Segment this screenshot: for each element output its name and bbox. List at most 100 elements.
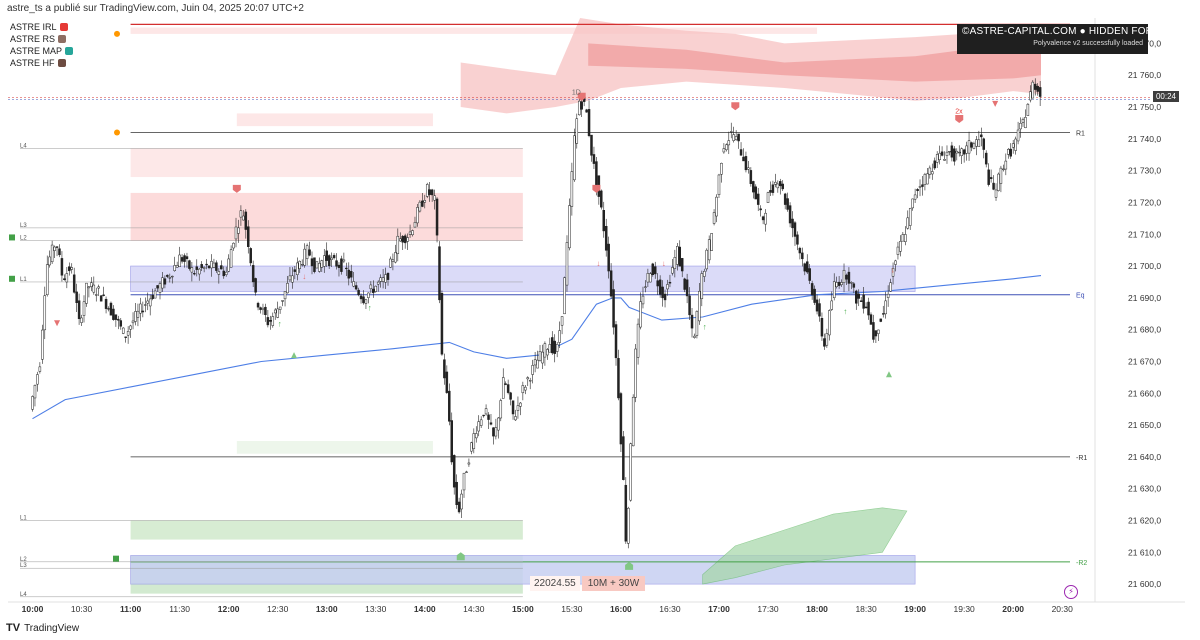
candle-body: [815, 299, 819, 312]
candle-body: [624, 484, 628, 542]
candle-body: [835, 282, 838, 287]
candle-body: [977, 139, 981, 147]
candle-body: [725, 144, 728, 151]
candle-body: [345, 267, 348, 270]
candle-body: [1031, 81, 1035, 99]
candle-body: [114, 314, 118, 320]
x-tick-label: 19:00: [904, 604, 926, 614]
flash-icon[interactable]: ⚡: [1064, 585, 1078, 599]
candle-body: [254, 278, 257, 293]
candle-body: [921, 184, 924, 187]
supply-zone-thin: [236, 113, 433, 127]
candle-body: [514, 416, 517, 421]
candle-body: [913, 194, 917, 200]
candle-body: [1014, 138, 1017, 151]
candle-body: [185, 256, 189, 260]
candle-body: [707, 239, 711, 261]
candle-body: [634, 348, 637, 398]
candle-body: [408, 231, 412, 235]
candle-body: [881, 313, 885, 315]
fire-icon: [114, 30, 120, 37]
candle-body: [710, 233, 713, 251]
sell-marker: [577, 92, 586, 101]
indicator-label: ASTRE IRL: [10, 22, 57, 32]
candle-body: [264, 306, 267, 316]
candle-body: [823, 338, 826, 347]
candle-body: [484, 408, 488, 415]
candle-body: [141, 310, 145, 313]
signal-arrow: ↑: [843, 307, 847, 316]
candle-body: [752, 181, 755, 193]
candle-body: [531, 365, 534, 375]
candle-body: [337, 264, 341, 268]
candle-body: [622, 436, 625, 480]
candle-body: [607, 243, 610, 272]
candle-body: [798, 247, 802, 254]
candle-body: [87, 286, 91, 289]
y-tick-label: 21 720,0: [1128, 197, 1161, 207]
tradingview-logo[interactable]: TV TradingView: [6, 622, 79, 634]
indicator-1[interactable]: ASTRE RS: [10, 33, 73, 45]
candle-body: [825, 333, 829, 346]
candle-body: [585, 109, 588, 113]
supply-zone-upper: [130, 148, 523, 178]
candle-body: [661, 286, 664, 299]
candle-body: [148, 298, 152, 307]
candle-body: [779, 181, 782, 187]
buy-marker: [456, 552, 465, 561]
candle-body: [1024, 117, 1027, 129]
x-tick-label: 18:00: [806, 604, 828, 614]
left-level-label: L3: [20, 563, 27, 569]
candle-body: [541, 351, 544, 364]
candle-body: [872, 322, 875, 340]
info-box: 22024.55 10M + 30W: [530, 576, 646, 591]
candle-body: [747, 167, 750, 170]
candle-body: [501, 377, 505, 399]
candle-body: [188, 260, 191, 269]
y-tick-label: 21 610,0: [1128, 547, 1161, 557]
candle-body: [906, 217, 910, 229]
vwap-line: [32, 275, 1042, 420]
plot-area: [8, 18, 1090, 600]
candle-body: [55, 246, 59, 248]
x-tick-label: 15:00: [512, 604, 534, 614]
candle-body: [1038, 87, 1042, 97]
candle-body: [460, 493, 463, 510]
indicator-label: ASTRE RS: [10, 34, 56, 44]
candle-body: [511, 400, 515, 415]
indicator-2[interactable]: ASTRE MAP: [10, 45, 74, 57]
candle-body: [845, 274, 848, 280]
x-tick-label: 13:30: [365, 604, 387, 614]
x-tick-label: 16:00: [610, 604, 632, 614]
candle-body: [457, 501, 461, 513]
candle-body: [737, 133, 740, 142]
candle-body: [70, 267, 73, 270]
candle-body: [722, 148, 726, 153]
indicator-3[interactable]: ASTRE HF: [10, 57, 73, 69]
x-tick-label: 12:00: [218, 604, 240, 614]
y-tick-label: 21 620,0: [1128, 515, 1161, 525]
candle-body: [494, 427, 498, 437]
buy-marker: [625, 561, 634, 570]
candle-body: [244, 211, 248, 230]
supply-band-top: [130, 27, 818, 34]
day-label: 1D: [572, 89, 581, 96]
indicator-0[interactable]: ASTRE IRL: [10, 21, 73, 33]
signal-arrow: ↑: [278, 319, 282, 328]
candle-body: [394, 252, 397, 263]
candle-body: [121, 327, 125, 334]
candle-body: [308, 249, 311, 256]
candle-body: [359, 295, 363, 300]
candle-body: [269, 320, 272, 322]
x-tick-label: 16:30: [659, 604, 681, 614]
candle-body: [379, 277, 382, 282]
candle-body: [663, 293, 667, 301]
candle-body: [617, 358, 620, 399]
candle-body: [276, 308, 279, 318]
candle-body: [957, 151, 961, 154]
candle-body: [715, 196, 718, 217]
candle-body: [830, 300, 834, 310]
candle-body: [840, 282, 843, 285]
candle-body: [590, 134, 593, 156]
